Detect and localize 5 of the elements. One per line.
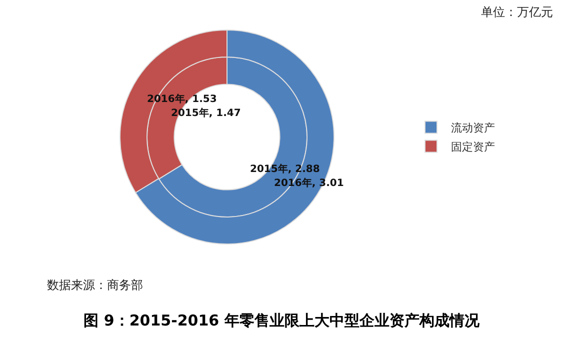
text: 图 9：2015-2016 年零售业限上大中型企业资产构成情况 (84, 311, 480, 330)
legend-label: 固定资产 (450, 140, 495, 154)
text: 单位：万亿元 (481, 5, 553, 19)
source-note: 数据来源：商务部 (47, 278, 143, 292)
legend-label: 流动资产 (450, 122, 495, 135)
